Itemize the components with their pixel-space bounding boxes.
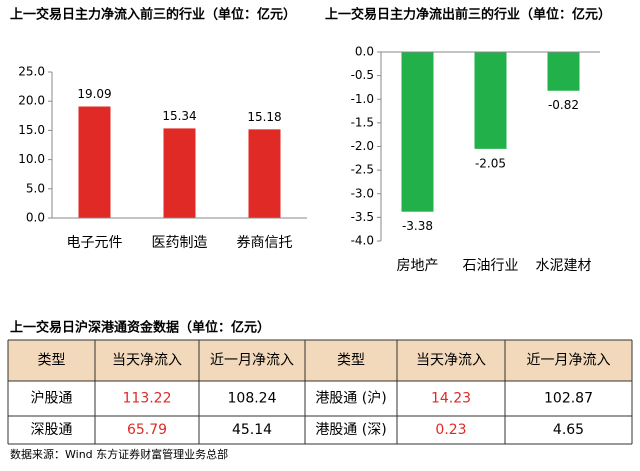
chart-title: 上一交易日主力净流出前三的行业（单位：亿元）: [325, 7, 611, 23]
table-cell: 港股通 (沪): [315, 391, 386, 407]
y-tick-label: -3.0: [351, 186, 374, 200]
y-tick-label: 10.0: [18, 152, 45, 166]
table-header: 当天净流入: [416, 353, 486, 369]
y-tick-label: -2.0: [351, 139, 374, 153]
table-cell: 港股通 (深): [315, 422, 386, 438]
value-label: -2.05: [475, 156, 506, 170]
table-header: 类型: [337, 353, 365, 369]
table-cell: 沪股通: [31, 391, 73, 407]
table-cell: 108.24: [228, 391, 277, 407]
table-cell: 45.14: [232, 422, 272, 438]
y-tick-label: -2.5: [351, 163, 374, 177]
table-cell: 14.23: [431, 391, 471, 407]
table-cell: 102.87: [544, 391, 593, 407]
table-header: 近一月净流入: [210, 353, 294, 369]
value-label: 15.18: [247, 110, 281, 124]
bar: [78, 106, 111, 218]
value-label: -3.38: [402, 219, 433, 233]
chart-title: 上一交易日主力净流入前三的行业（单位：亿元）: [10, 7, 296, 23]
table-cell: 4.65: [553, 422, 584, 438]
source-note: 数据来源：Wind 东方证券财富管理业务总部: [10, 447, 228, 461]
bar: [248, 129, 281, 218]
x-tick-label: 券商信托: [237, 235, 293, 251]
table-header: 当天净流入: [112, 353, 182, 369]
y-tick-label: 5.0: [26, 181, 45, 195]
y-tick-label: 0.0: [355, 45, 374, 59]
bar: [474, 52, 507, 149]
table-cell: 深股通: [31, 422, 73, 438]
table-header: 近一月净流入: [527, 353, 611, 369]
x-tick-label: 电子元件: [67, 235, 123, 251]
value-label: 19.09: [77, 87, 111, 101]
bar: [401, 52, 434, 212]
table-cell: 0.23: [435, 422, 466, 438]
y-tick-label: 0.0: [26, 211, 45, 225]
x-tick-label: 房地产: [397, 258, 439, 274]
y-tick-label: -4.0: [351, 234, 374, 248]
table-cell: 65.79: [127, 422, 167, 438]
x-tick-label: 水泥建材: [536, 258, 592, 274]
y-tick-label: 20.0: [18, 94, 45, 108]
table-header-bg: [8, 340, 632, 381]
bar: [547, 52, 580, 91]
table-title: 上一交易日沪深港通资金数据（单位：亿元）: [10, 320, 270, 336]
table-cell: 113.22: [123, 391, 172, 407]
y-tick-label: -3.5: [351, 210, 374, 224]
y-tick-label: -1.5: [351, 115, 374, 129]
x-tick-label: 医药制造: [152, 235, 208, 251]
x-tick-label: 石油行业: [463, 258, 519, 274]
y-tick-label: 25.0: [18, 65, 45, 79]
value-label: 15.34: [162, 109, 196, 123]
bar: [163, 128, 196, 218]
y-tick-label: 15.0: [18, 123, 45, 137]
table-header: 类型: [38, 353, 66, 369]
y-tick-label: -1.0: [351, 92, 374, 106]
value-label: -0.82: [548, 98, 579, 112]
y-tick-label: -0.5: [351, 68, 374, 82]
